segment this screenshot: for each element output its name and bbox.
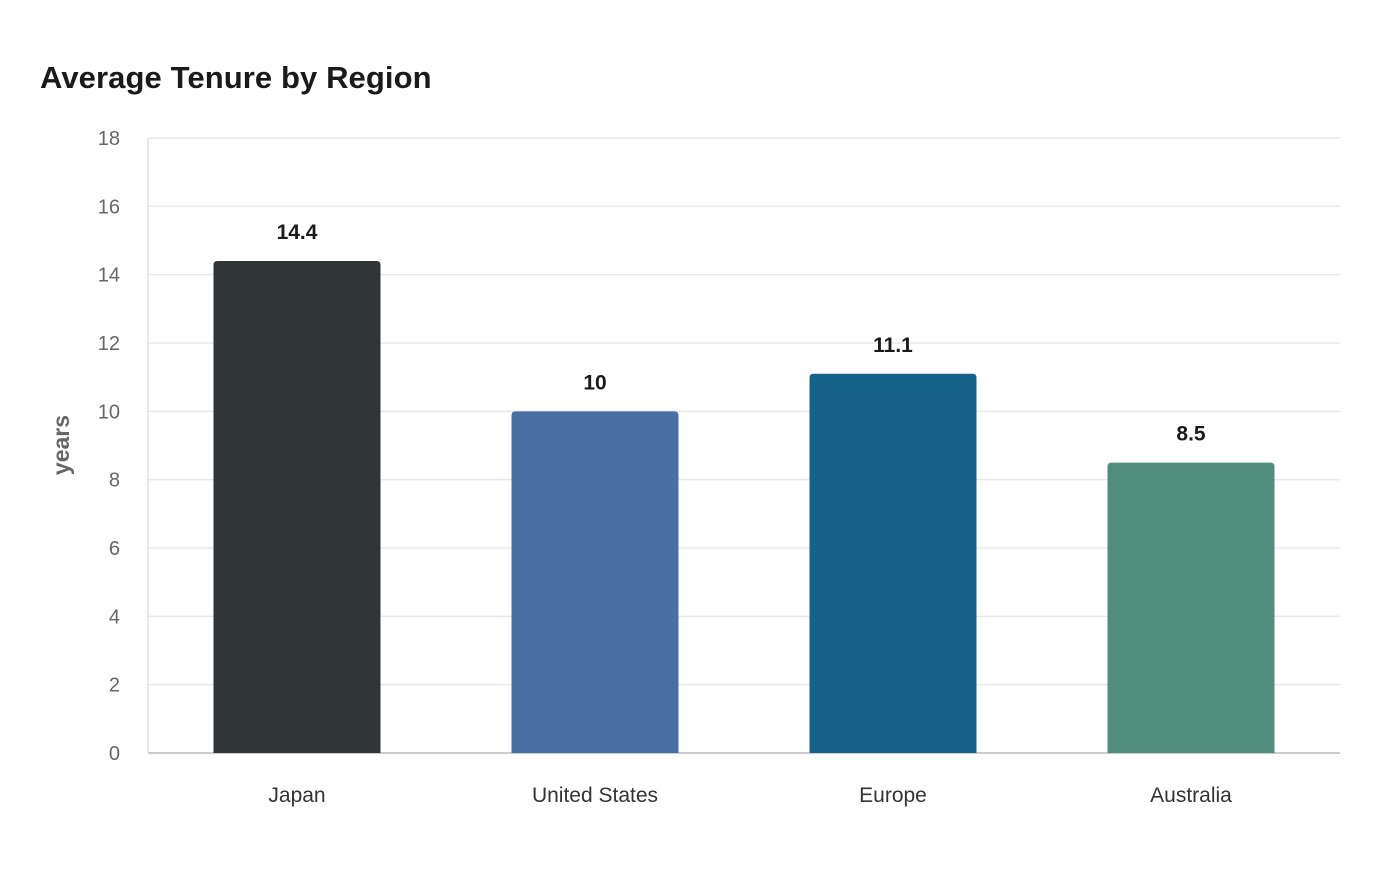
y-tick-label: 6 xyxy=(109,538,120,560)
category-labels: Japan United States Europe Australia xyxy=(268,784,1232,807)
bars xyxy=(213,261,1275,753)
x-tick-label: Australia xyxy=(1150,784,1232,807)
chart-title: Average Tenure by Region xyxy=(40,60,432,95)
x-tick-label: Europe xyxy=(859,784,927,807)
value-labels: 14.4 10 11.1 8.5 xyxy=(277,221,1206,446)
y-tick-label: 2 xyxy=(109,675,120,697)
y-tick-label: 10 xyxy=(98,401,120,423)
y-tick-label: 12 xyxy=(98,333,120,355)
bar-united-states xyxy=(511,411,679,753)
y-axis-title: years xyxy=(48,415,74,475)
y-tick-label: 8 xyxy=(109,470,120,492)
value-label: 8.5 xyxy=(1176,423,1206,446)
bar-europe xyxy=(809,373,977,753)
value-label: 14.4 xyxy=(277,221,318,244)
value-label: 10 xyxy=(583,371,606,394)
y-tick-label: 14 xyxy=(98,265,120,287)
y-tick-label: 4 xyxy=(109,606,120,628)
x-tick-label: Japan xyxy=(268,784,325,807)
y-tick-label: 0 xyxy=(109,743,120,765)
y-tick-labels: 0 2 4 6 8 10 12 14 16 18 xyxy=(98,128,120,765)
bar-australia xyxy=(1107,462,1275,753)
y-tick-label: 16 xyxy=(98,196,120,218)
y-tick-label: 18 xyxy=(98,128,120,150)
x-tick-label: United States xyxy=(532,784,658,807)
value-label: 11.1 xyxy=(873,334,913,357)
bar-japan xyxy=(213,261,381,753)
